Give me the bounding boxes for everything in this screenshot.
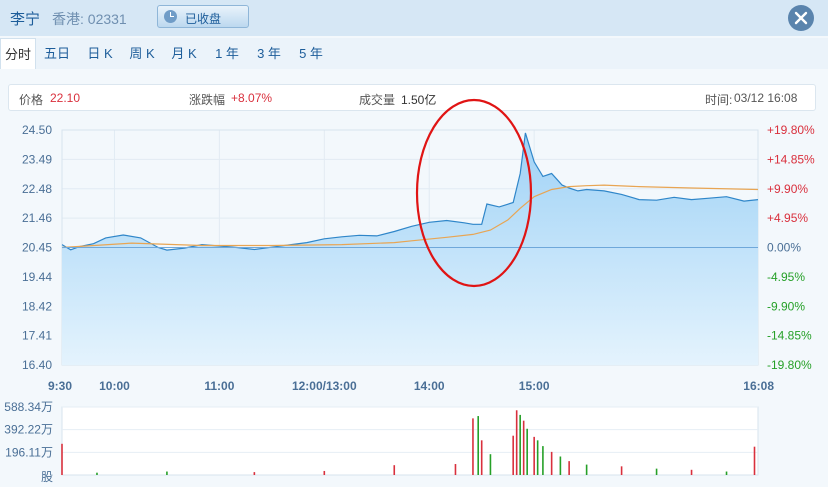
time-tick-label: 11:00 bbox=[204, 379, 234, 393]
title-bar: 李宁 香港: 02331 已收盘 bbox=[0, 0, 828, 36]
volume-bar bbox=[585, 464, 588, 475]
stock-name: 李宁 bbox=[10, 11, 41, 28]
time-label: 时间: bbox=[705, 93, 733, 107]
percent-tick-label: +14.85% bbox=[767, 152, 815, 166]
volume-bar bbox=[753, 446, 756, 475]
price-tick-label: 24.50 bbox=[22, 123, 52, 137]
price-tick-label: 21.46 bbox=[22, 211, 52, 225]
volume-bar bbox=[526, 428, 528, 475]
percent-tick-label: -9.90% bbox=[767, 299, 805, 313]
volume-label: 成交量 bbox=[359, 93, 396, 107]
volume-bar bbox=[655, 468, 658, 475]
price-tick-label: 18.42 bbox=[22, 299, 52, 313]
tab-three-year[interactable]: 3 年 bbox=[257, 46, 281, 61]
volume-tick-label: 392.22万 bbox=[4, 423, 53, 437]
quote-info-bar: 价格 22.10 涨跌幅 +8.07% 成交量 1.50亿 时间: 03/12 … bbox=[8, 84, 816, 111]
volume-bar bbox=[166, 471, 168, 475]
volume-bar bbox=[690, 469, 693, 475]
time-tick-label: 9:30 bbox=[48, 379, 72, 393]
volume-bar bbox=[519, 414, 521, 475]
volume-bar bbox=[725, 471, 728, 475]
market-status-label: 已收盘 bbox=[185, 12, 222, 26]
volume-plot-frame bbox=[61, 406, 759, 476]
percent-tick-label: +19.80% bbox=[767, 123, 815, 137]
percent-tick-label: +4.95% bbox=[767, 211, 808, 225]
annotation-circle bbox=[415, 98, 533, 288]
price-area bbox=[62, 132, 758, 365]
volume-bar bbox=[323, 470, 326, 475]
volume-bar bbox=[515, 410, 518, 475]
volume-bar bbox=[472, 418, 474, 475]
volume-grid bbox=[61, 406, 759, 476]
volume-bar bbox=[533, 436, 535, 475]
close-icon bbox=[794, 11, 808, 25]
price-tick-label: 16.40 bbox=[22, 358, 52, 372]
volume-bar bbox=[542, 446, 544, 475]
price-grid bbox=[61, 129, 759, 366]
volume-bar bbox=[559, 456, 562, 475]
time-value: 03/12 16:08 bbox=[734, 91, 798, 105]
volume-bar bbox=[96, 472, 98, 475]
tab-intraday[interactable]: 分时 bbox=[0, 38, 36, 69]
tab-weekly-k[interactable]: 周 K bbox=[129, 46, 155, 61]
time-tick-label: 16:08 bbox=[743, 379, 774, 393]
time-tick-label: 14:00 bbox=[414, 379, 445, 393]
price-value: 22.10 bbox=[50, 91, 81, 105]
time-tick-label: 15:00 bbox=[519, 379, 550, 393]
volume-value: 1.50亿 bbox=[401, 93, 437, 107]
tab-monthly-k[interactable]: 月 K bbox=[171, 46, 197, 61]
volume-bar bbox=[489, 454, 492, 475]
percent-tick-label: -4.95% bbox=[767, 270, 805, 284]
price-tick-label: 22.48 bbox=[22, 182, 52, 196]
tab-five-day[interactable]: 五日 bbox=[43, 46, 70, 61]
volume-tick-label: 588.34万 bbox=[4, 400, 53, 414]
volume-bar bbox=[253, 472, 256, 475]
volume-bars bbox=[61, 410, 756, 475]
volume-bar bbox=[61, 443, 63, 475]
volume-unit-label: 股 bbox=[41, 470, 53, 484]
volume-bar bbox=[568, 461, 570, 475]
volume-bar bbox=[454, 464, 457, 475]
price-tick-label: 23.49 bbox=[22, 152, 52, 166]
price-tick-label: 19.44 bbox=[22, 270, 52, 284]
price-plot-frame bbox=[61, 129, 759, 366]
price-label: 价格 bbox=[19, 93, 44, 107]
volume-bar bbox=[522, 420, 525, 475]
tab-five-year[interactable]: 5 年 bbox=[299, 46, 323, 61]
volume-bar bbox=[620, 466, 623, 475]
volume-bar bbox=[536, 440, 539, 475]
volume-bar bbox=[393, 465, 396, 475]
tab-one-year[interactable]: 1 年 bbox=[215, 46, 239, 61]
close-button[interactable] bbox=[788, 5, 814, 31]
percent-tick-label: 0.00% bbox=[767, 241, 801, 255]
market-status-button[interactable]: 已收盘 bbox=[157, 5, 249, 28]
price-tick-label: 20.45 bbox=[22, 241, 52, 255]
volume-bar bbox=[477, 416, 480, 475]
volume-tick-label: 196.11万 bbox=[5, 445, 53, 459]
average-price-line bbox=[61, 184, 759, 249]
volume-bar bbox=[550, 451, 553, 475]
volume-bar bbox=[480, 440, 483, 475]
change-value: +8.07% bbox=[231, 91, 273, 105]
time-tick-label: 10:00 bbox=[99, 379, 130, 393]
price-line bbox=[61, 132, 759, 251]
time-tick-label: 12:00/13:00 bbox=[292, 379, 357, 393]
clock-icon bbox=[164, 10, 177, 23]
percent-tick-label: -19.80% bbox=[767, 358, 812, 372]
change-label: 涨跌幅 bbox=[189, 93, 226, 107]
percent-axis-right: +19.80% +14.85% +9.90% +4.95% 0.00% -4.95% -9.… bbox=[767, 123, 815, 372]
price-tick-label: 17.41 bbox=[22, 329, 52, 343]
price-axis-left: 24.50 23.49 22.48 21.46 20.45 19.44 18.42 17.41… bbox=[22, 123, 52, 372]
stock-code: 香港: 02331 bbox=[52, 11, 127, 27]
volume-bar bbox=[512, 435, 514, 475]
tab-daily-k[interactable]: 日 K bbox=[87, 46, 113, 61]
percent-tick-label: -14.85% bbox=[767, 329, 812, 343]
time-axis: 9:30 10:00 11:00 12:00/13:00 14:00 15:00 16:08 bbox=[48, 379, 774, 393]
chart-period-tabs: 分时 五日 日 K 周 K 月 K 1 年 3 年 5 年 bbox=[0, 38, 828, 69]
percent-tick-label: +9.90% bbox=[767, 182, 808, 196]
